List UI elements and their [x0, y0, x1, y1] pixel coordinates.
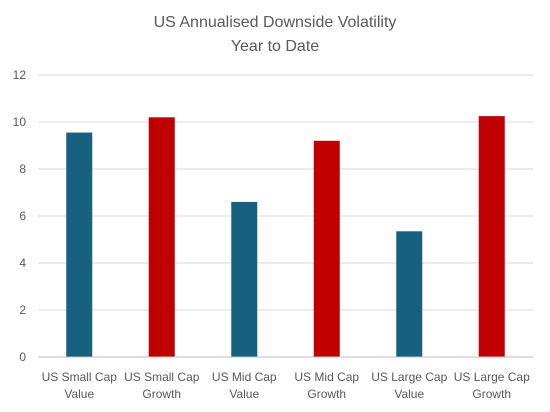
x-tick-label: Growth: [142, 387, 181, 401]
bar: [478, 116, 505, 357]
bar: [66, 132, 93, 357]
bar: [231, 201, 258, 357]
x-tick-label: US Large Cap: [371, 370, 447, 384]
y-tick-label: 8: [19, 162, 26, 176]
x-tick-label: US Mid Cap: [294, 370, 359, 384]
bars: [66, 116, 505, 357]
x-tick-label: US Large Cap: [454, 370, 530, 384]
y-tick-label: 12: [13, 68, 27, 82]
x-tick-label: Value: [64, 387, 94, 401]
bar: [313, 140, 340, 357]
y-tick-label: 2: [19, 303, 26, 317]
y-tick-label: 6: [19, 209, 26, 223]
y-tick-label: 0: [19, 350, 26, 364]
y-tick-label: 4: [19, 256, 26, 270]
x-tick-label: Value: [394, 387, 424, 401]
chart-title-line-1: US Annualised Downside Volatility: [154, 14, 397, 31]
bar: [396, 231, 423, 357]
x-tick-label: Value: [229, 387, 259, 401]
x-tick-label: Growth: [472, 387, 511, 401]
x-tick-label: US Small Cap: [42, 370, 118, 384]
x-tick-label: Growth: [307, 387, 346, 401]
x-tick-label: US Mid Cap: [212, 370, 277, 384]
chart-title-line-2: Year to Date: [231, 38, 319, 55]
x-tick-label: US Small Cap: [124, 370, 200, 384]
y-tick-label: 10: [13, 115, 27, 129]
x-axis-labels: US Small Cap Value US Small Cap Growth US Mi…: [42, 370, 531, 401]
y-axis-ticks: 0 2 4 6 8 10 12: [13, 68, 27, 364]
gridlines: [38, 74, 533, 311]
bar: [148, 117, 175, 357]
